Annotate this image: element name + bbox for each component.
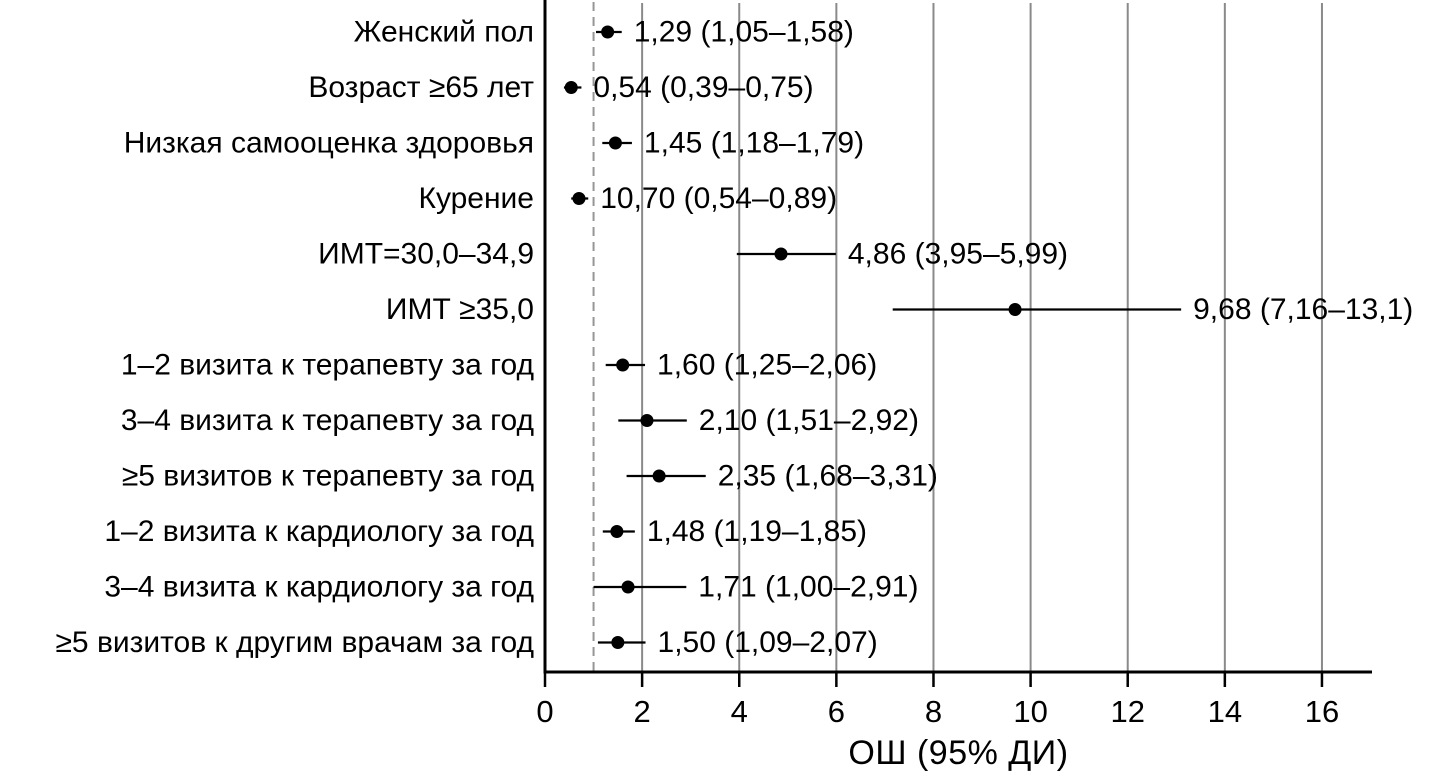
or-point-marker [608,136,622,150]
row-category-label: ИМТ=30,0–34,9 [318,238,534,271]
row-category-label: 1–2 визита к терапевту за год [121,349,534,382]
x-tick-label: 2 [633,694,650,729]
row-value-label: 2,10 (1,51–2,92) [699,404,919,437]
row-value-label: 0,54 (0,39–0,75) [593,71,813,104]
or-point-marker [610,525,624,538]
row-value-label: 2,35 (1,68–3,31) [718,460,938,493]
row-value-label: 1,48 (1,19–1,85) [647,515,867,548]
row-value-label: 9,68 (7,16–13,1) [1193,293,1413,326]
or-point-marker [616,358,630,372]
or-point-marker [611,636,625,649]
x-axis-title: ОШ (95% ДИ) [848,734,1069,772]
row-category-label: Низкая самооценка здоровья [124,127,534,160]
row-value-label: 1,29 (1,05–1,58) [634,16,854,49]
row-value-label: 1,50 (1,09–2,07) [658,626,878,659]
row-category-label: 3–4 визита к кардиологу за год [104,571,534,604]
row-category-label: Женский пол [354,16,534,49]
or-point-marker [601,25,615,39]
row-category-label: 3–4 визита к терапевту за год [121,404,534,437]
row-value-label: 1,60 (1,25–2,06) [657,349,877,382]
or-point-marker [1008,303,1022,316]
or-point-marker [572,192,586,205]
or-point-marker [774,247,788,261]
row-category-label: ≥5 визитов к терапевту за год [122,460,534,493]
or-point-marker [640,414,654,427]
x-tick-label: 10 [1013,694,1047,729]
x-tick-label: 8 [925,694,942,729]
x-tick-label: 12 [1110,694,1144,729]
x-tick-label: 6 [828,694,845,729]
row-category-label: 1–2 визита к кардиологу за год [104,515,534,548]
or-point-marker [652,469,666,483]
or-point-marker [621,580,635,594]
row-category-label: Возраст ≥65 лет [308,71,534,104]
row-value-label: 4,86 (3,95–5,99) [848,238,1068,271]
row-value-label: 1,45 (1,18–1,79) [644,127,864,160]
x-tick-label: 4 [731,694,748,729]
row-value-label: 1,71 (1,00–2,91) [698,571,918,604]
row-value-label: 10,70 (0,54–0,89) [600,182,837,215]
x-tick-label: 16 [1305,694,1339,729]
x-tick-label: 0 [536,694,553,729]
x-tick-label: 14 [1208,694,1242,729]
or-point-marker [564,81,578,94]
row-category-label: ≥5 визитов к другим врачам за год [55,626,534,659]
row-category-label: Курение [418,182,534,215]
row-category-label: ИМТ ≥35,0 [386,293,534,326]
